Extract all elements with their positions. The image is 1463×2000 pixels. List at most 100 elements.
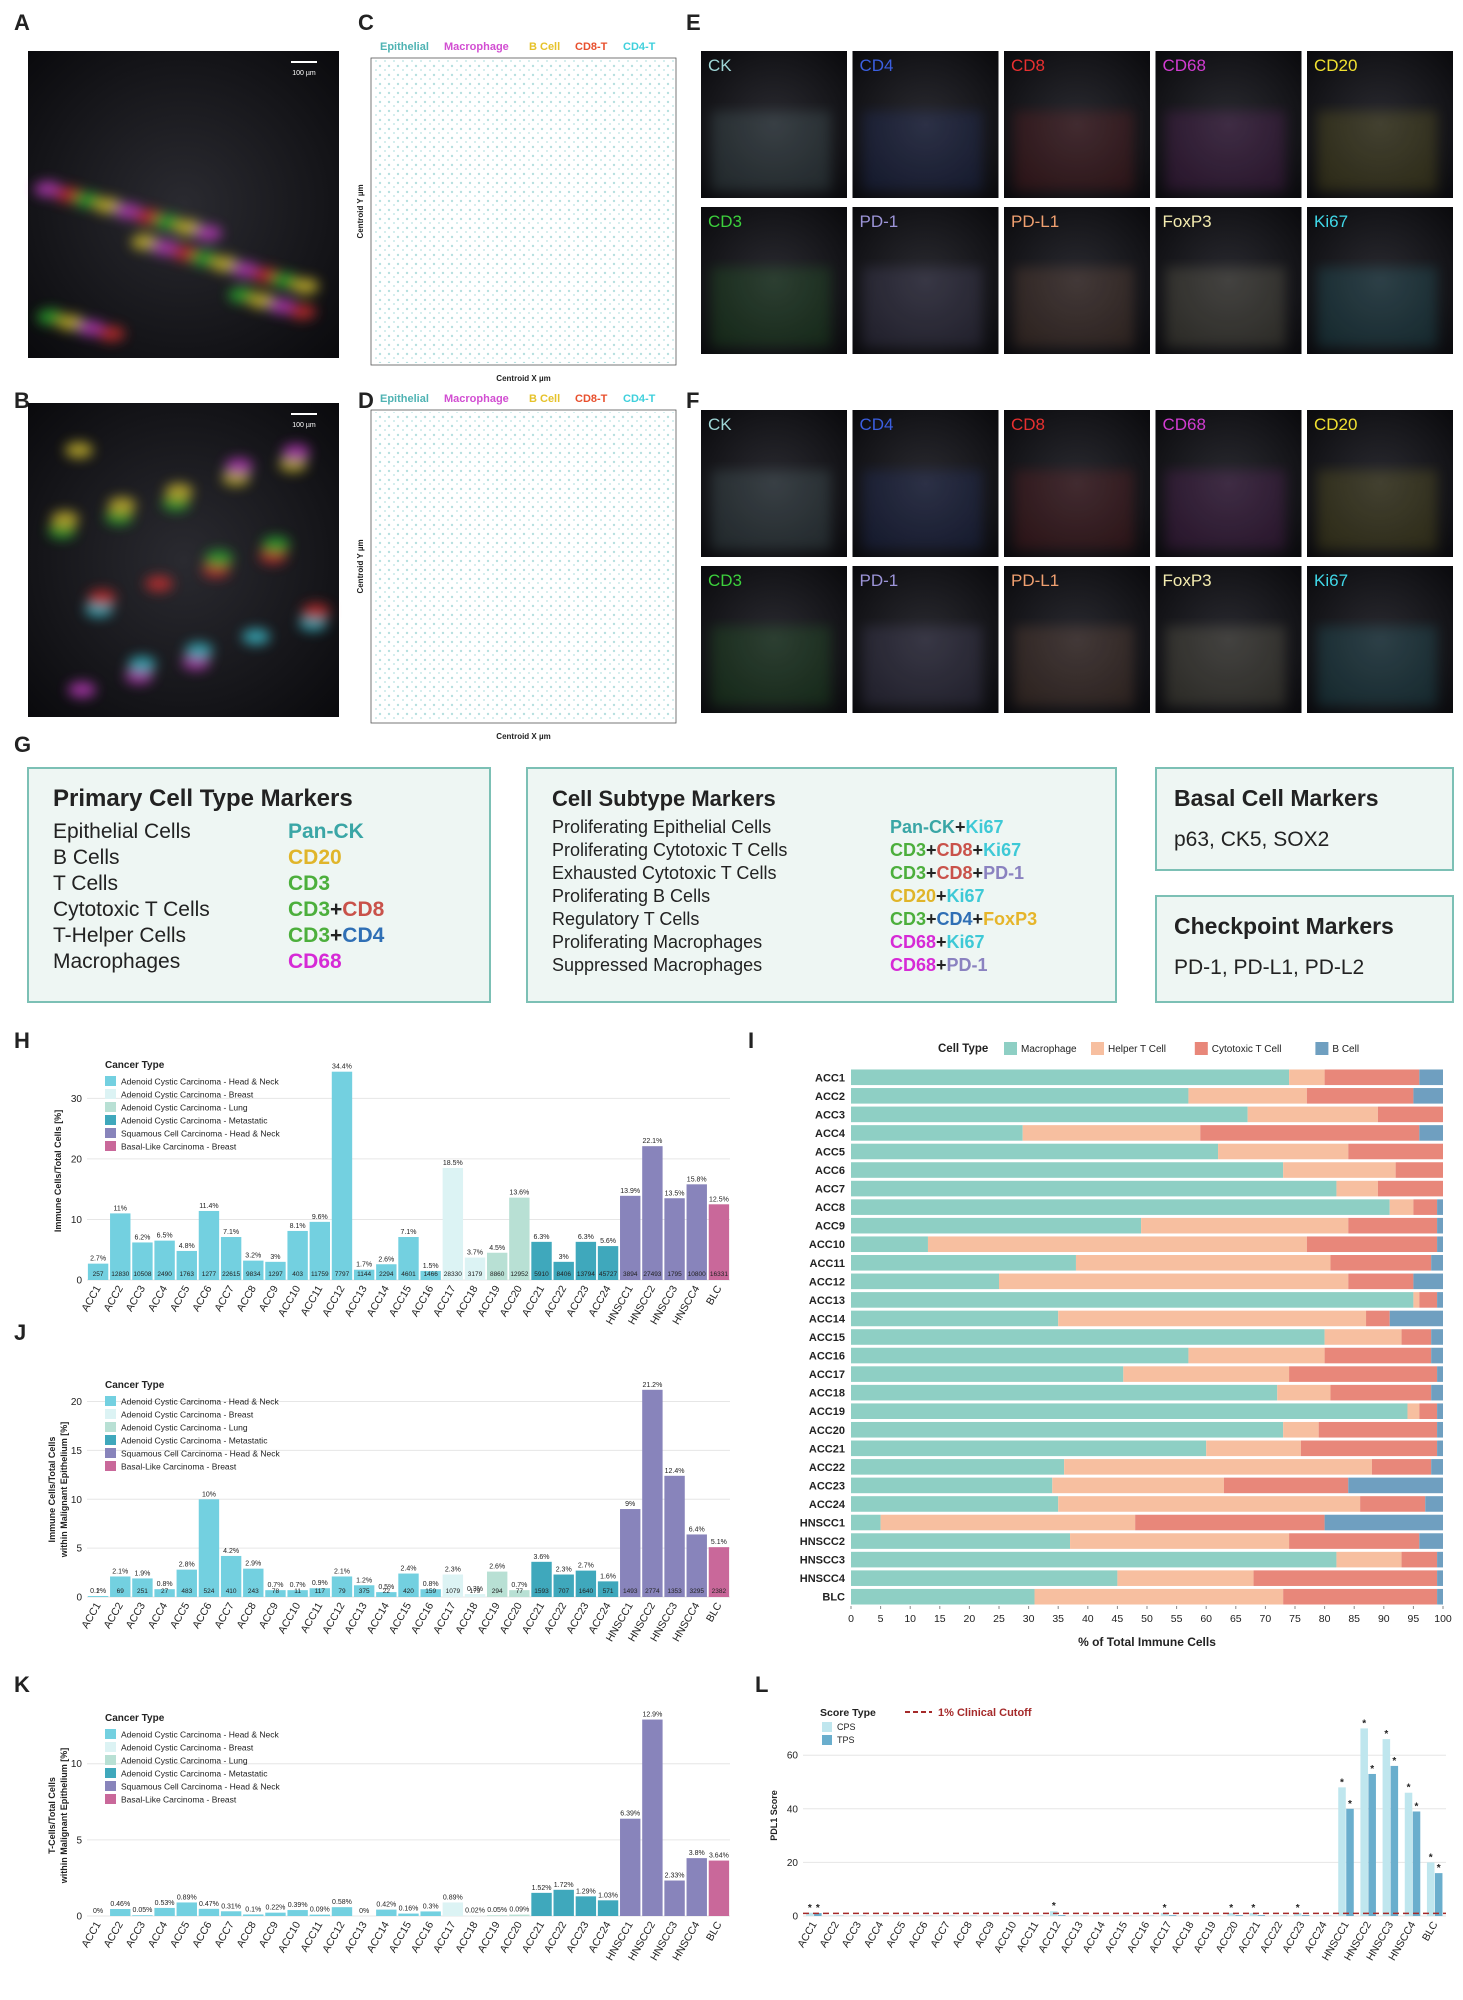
x-tick-label: 100 — [1434, 1613, 1452, 1625]
x-tick-label: ACC4 — [146, 1919, 170, 1949]
y-tick-label: BLC — [822, 1592, 845, 1604]
x-tick-label: ACC3 — [840, 1919, 864, 1949]
bar — [265, 1590, 286, 1597]
joiner: + — [973, 863, 984, 883]
count-label: 483 — [181, 1588, 192, 1595]
x-tick-label: 40 — [1082, 1613, 1094, 1625]
scale-bar-label: 100 µm — [292, 70, 316, 77]
bar-segment — [851, 1236, 928, 1253]
bar-segment — [1377, 1180, 1443, 1197]
legend-entry: B Cell — [529, 41, 560, 53]
value-label: 6.39% — [620, 1811, 640, 1818]
marker: CD3 — [288, 872, 330, 895]
value-label: 0.7% — [290, 1582, 306, 1589]
marker: CD8 — [342, 898, 384, 921]
marker-label: FoxP3 — [1163, 212, 1212, 231]
bar-segment — [1348, 1477, 1443, 1494]
x-tick-label: 80 — [1319, 1613, 1331, 1625]
bar — [983, 1915, 992, 1916]
x-tick-label: ACC4 — [862, 1919, 886, 1949]
stain-blob — [288, 303, 316, 320]
count-label: 1144 — [357, 1271, 371, 1278]
bar — [265, 1912, 286, 1916]
count-label: 12830 — [111, 1271, 129, 1278]
value-label: 3% — [270, 1254, 280, 1261]
bar-segment — [1437, 1403, 1443, 1419]
marker-signal — [862, 267, 983, 347]
bar — [1360, 1728, 1368, 1916]
marker-combo: Pan-CK — [288, 820, 364, 843]
bar-segment — [1324, 1514, 1443, 1531]
bar — [243, 1568, 264, 1597]
marker-label: PD-1 — [860, 571, 899, 590]
cell-type: Proliferating Cytotoxic T Cells — [552, 840, 787, 860]
bar — [642, 1146, 663, 1280]
bar-segment — [1218, 1143, 1349, 1160]
y-tick-label: ACC10 — [809, 1239, 845, 1251]
bar — [1426, 1862, 1435, 1916]
bar — [309, 1588, 331, 1597]
x-tick-label: 0 — [848, 1613, 854, 1625]
value-label: 0% — [359, 1908, 369, 1915]
bar — [87, 1596, 109, 1597]
bar — [154, 1240, 175, 1280]
marker-signal — [1014, 626, 1134, 706]
joiner: + — [936, 932, 947, 952]
count-label: 707 — [558, 1588, 569, 1595]
value-label: 0.8% — [157, 1581, 173, 1588]
y-tick-label: ACC23 — [809, 1480, 845, 1492]
bar-segment — [1330, 1255, 1432, 1271]
bar-segment — [1058, 1496, 1361, 1512]
y-tick-label: ACC19 — [809, 1406, 845, 1418]
joiner: + — [926, 863, 937, 883]
bar — [132, 1578, 153, 1597]
bar — [642, 1389, 663, 1597]
significance-mark: * — [816, 1903, 820, 1914]
count-label: 420 — [403, 1588, 414, 1595]
bar-segment — [1419, 1533, 1443, 1549]
count-label: 1640 — [579, 1588, 594, 1595]
legend-entry: Adenoid Cystic Carcinoma - Metastatic — [121, 1769, 268, 1779]
bar — [287, 1590, 308, 1597]
scale-bar-label: 100 µm — [292, 422, 316, 429]
bar-segment — [1413, 1292, 1420, 1308]
bar-segment — [1419, 1292, 1438, 1308]
bar — [398, 1573, 419, 1597]
bar — [686, 1858, 707, 1916]
bar-segment — [1277, 1384, 1331, 1401]
value-label: 0.1% — [90, 1588, 106, 1595]
bar-segment — [851, 1143, 1219, 1160]
bar — [376, 1909, 397, 1916]
bar — [850, 1915, 858, 1916]
marker-signal — [1165, 470, 1286, 550]
count-label: 27493 — [643, 1271, 661, 1278]
count-label: 2 — [96, 1588, 100, 1595]
y-tick-label: ACC4 — [815, 1128, 846, 1140]
bar — [398, 1913, 419, 1916]
legend-swatch — [105, 1755, 116, 1765]
y-tick-label: 0 — [792, 1912, 798, 1923]
marker-combo: CD3+CD8+Ki67 — [890, 840, 1021, 860]
value-label: 0.02% — [465, 1908, 485, 1915]
stain-blob — [51, 511, 79, 528]
cell-type: Exhausted Cytotoxic T Cells — [552, 863, 776, 883]
marker: CD68 — [890, 932, 936, 952]
y-tick-label: 20 — [787, 1858, 799, 1869]
bar-segment — [1395, 1162, 1443, 1178]
y-tick-label: ACC21 — [809, 1443, 845, 1455]
joiner: + — [926, 840, 937, 860]
legend-entry: Squamous Cell Carcinoma - Head & Neck — [121, 1449, 280, 1459]
x-tick-label: ACC5 — [168, 1283, 192, 1313]
value-label: 0.46% — [110, 1901, 130, 1908]
x-tick-label: ACC1 — [79, 1283, 103, 1313]
x-tick-label: 75 — [1289, 1613, 1301, 1625]
x-tick-label: ACC7 — [212, 1919, 236, 1949]
value-label: 0.09% — [509, 1907, 529, 1914]
x-tick-label: 70 — [1260, 1613, 1272, 1625]
x-tick-label: BLC — [1420, 1919, 1441, 1943]
bar-segment — [851, 1459, 1065, 1475]
count-label: 2490 — [157, 1271, 172, 1278]
panel-label: I — [748, 1028, 754, 1053]
value-label: 12.9% — [642, 1712, 662, 1719]
y-tick-label: 5 — [76, 1544, 82, 1555]
